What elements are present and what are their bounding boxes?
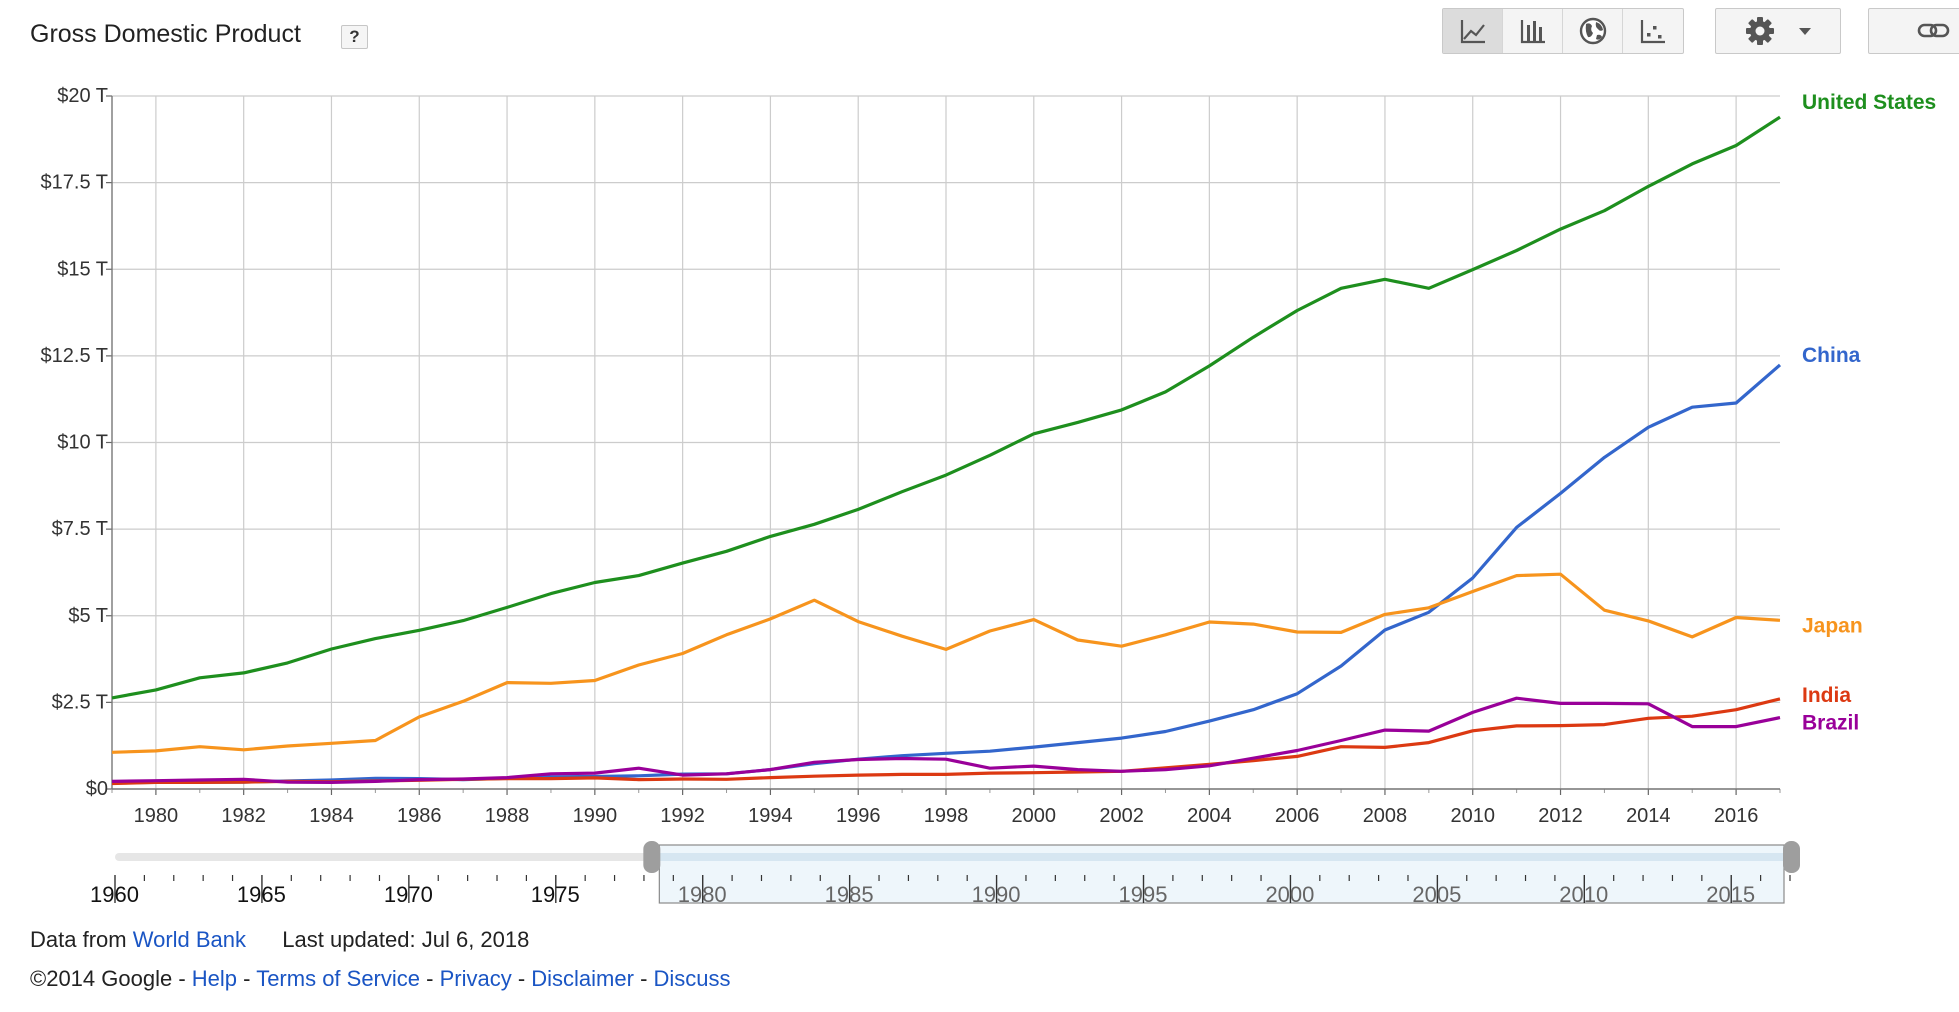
x-tick-label: 2008 — [1363, 805, 1408, 827]
x-tick-label: 1998 — [924, 805, 969, 827]
x-tick-label: 1982 — [221, 805, 266, 827]
x-tick-label: 2010 — [1450, 805, 1495, 827]
x-tick-label: 2012 — [1538, 805, 1583, 827]
footer-links: ©2014 Google - Help - Terms of Service -… — [30, 966, 731, 991]
timeline-label: 1960 — [90, 882, 139, 907]
link-button[interactable] — [1868, 8, 1959, 54]
series-line-united-states — [111, 115, 1781, 700]
x-tick-label: 1986 — [397, 805, 442, 827]
y-tick-label: $2.5 T — [52, 691, 108, 713]
terms-of-service-link[interactable]: Terms of Service — [256, 966, 421, 991]
range-start-handle[interactable] — [643, 841, 661, 873]
map-icon — [1579, 17, 1606, 45]
y-tick-label: $12.5 T — [41, 345, 108, 367]
x-tick-label: 2004 — [1187, 805, 1232, 827]
x-tick-label: 2002 — [1099, 805, 1144, 827]
x-tick-label: 1994 — [748, 805, 793, 827]
scatter-chart-button[interactable] — [1623, 9, 1683, 53]
chevron-down-icon — [1799, 28, 1811, 35]
x-tick-label: 1996 — [836, 805, 881, 827]
x-tick-label: 1980 — [134, 805, 179, 827]
y-tick-label: $7.5 T — [52, 518, 108, 540]
bar-chart-icon — [1520, 20, 1545, 44]
discuss-link[interactable]: Discuss — [653, 966, 731, 991]
data-source-line: Data from World Bank Last updated: Jul 6… — [30, 927, 529, 953]
series-line-japan — [111, 572, 1781, 754]
page-title: Gross Domestic Product — [30, 20, 301, 48]
timeline-label: 2000 — [1265, 882, 1314, 907]
y-tick-label: $20 T — [57, 85, 108, 107]
series-label-brazil: Brazil — [1802, 712, 1859, 735]
series-line-china — [111, 363, 1782, 785]
line-chart-button[interactable] — [1443, 9, 1503, 53]
y-axis: $0 $2.5 T $5 T $7.5 T $10 T $12.5 T $15 T $17.5… — [41, 85, 113, 800]
last-updated: Last updated: Jul 6, 2018 — [282, 927, 530, 952]
bar-chart-button[interactable] — [1503, 9, 1563, 53]
chart-series — [111, 115, 1782, 786]
timeline-label: 2005 — [1412, 882, 1461, 907]
time-range-selector[interactable]: 1960 1965 1970 1975 1980 1985 1990 1995 2000 2005… — [90, 841, 1800, 907]
scatter-chart-icon — [1640, 20, 1665, 44]
series-line-brazil — [111, 696, 1781, 785]
series-label-united-states: United States — [1802, 91, 1936, 114]
x-tick-label: 1984 — [309, 805, 354, 827]
timeline-label: 1965 — [237, 882, 286, 907]
x-tick-label: 2014 — [1626, 805, 1671, 827]
x-tick-label: 1988 — [485, 805, 530, 827]
series-label-china: China — [1802, 344, 1861, 367]
x-tick-label: 1992 — [660, 805, 705, 827]
help-button[interactable]: ? — [341, 25, 368, 49]
y-tick-label: $15 T — [57, 258, 108, 280]
timeline-label: 1975 — [531, 882, 580, 907]
timeline-label: 2015 — [1706, 882, 1755, 907]
help-link[interactable]: Help — [191, 966, 238, 991]
data-from-label: Data from — [30, 927, 127, 952]
copyright: ©2014 Google — [30, 966, 173, 991]
x-tick-label: 2016 — [1714, 805, 1759, 827]
chart-type-toolbar — [1442, 8, 1684, 54]
disclaimer-link[interactable]: Disclaimer — [531, 966, 634, 991]
line-chart-icon — [1460, 20, 1485, 44]
settings-menu-button[interactable] — [1715, 8, 1841, 54]
range-end-handle[interactable] — [1783, 841, 1800, 873]
x-tick-label: 1990 — [573, 805, 618, 827]
series-labels: United States China Japan India Brazil — [1802, 91, 1936, 734]
timeline-label: 1980 — [678, 882, 727, 907]
x-axis: 1980 1982 1984 1986 1988 1990 1992 1994 1996 1998… — [111, 788, 1781, 827]
y-tick-label: $17.5 T — [41, 172, 108, 194]
grid-lines — [112, 95, 1780, 790]
link-icon — [1917, 23, 1950, 38]
privacy-link[interactable]: Privacy — [439, 966, 512, 991]
map-button[interactable] — [1563, 9, 1623, 53]
gear-icon — [1746, 17, 1774, 45]
y-tick-label: $5 T — [68, 605, 108, 627]
x-tick-label: 2000 — [1012, 805, 1057, 827]
gdp-line-chart: $0 $2.5 T $5 T $7.5 T $10 T $12.5 T $15 T $17.5… — [41, 85, 1937, 907]
timeline-label: 2010 — [1559, 882, 1608, 907]
series-label-japan: Japan — [1802, 614, 1863, 637]
range-selection-bar — [659, 853, 1785, 861]
y-tick-label: $10 T — [57, 432, 108, 454]
y-tick-label: $0 — [86, 778, 108, 800]
timeline-label: 1970 — [384, 882, 433, 907]
timeline-label: 1985 — [825, 882, 874, 907]
world-bank-link[interactable]: World Bank — [132, 927, 247, 952]
timeline-label: 1990 — [972, 882, 1021, 907]
x-tick-label: 2006 — [1275, 805, 1320, 827]
series-label-india: India — [1802, 684, 1851, 707]
timeline-label: 1995 — [1119, 882, 1168, 907]
range-track — [115, 853, 660, 861]
